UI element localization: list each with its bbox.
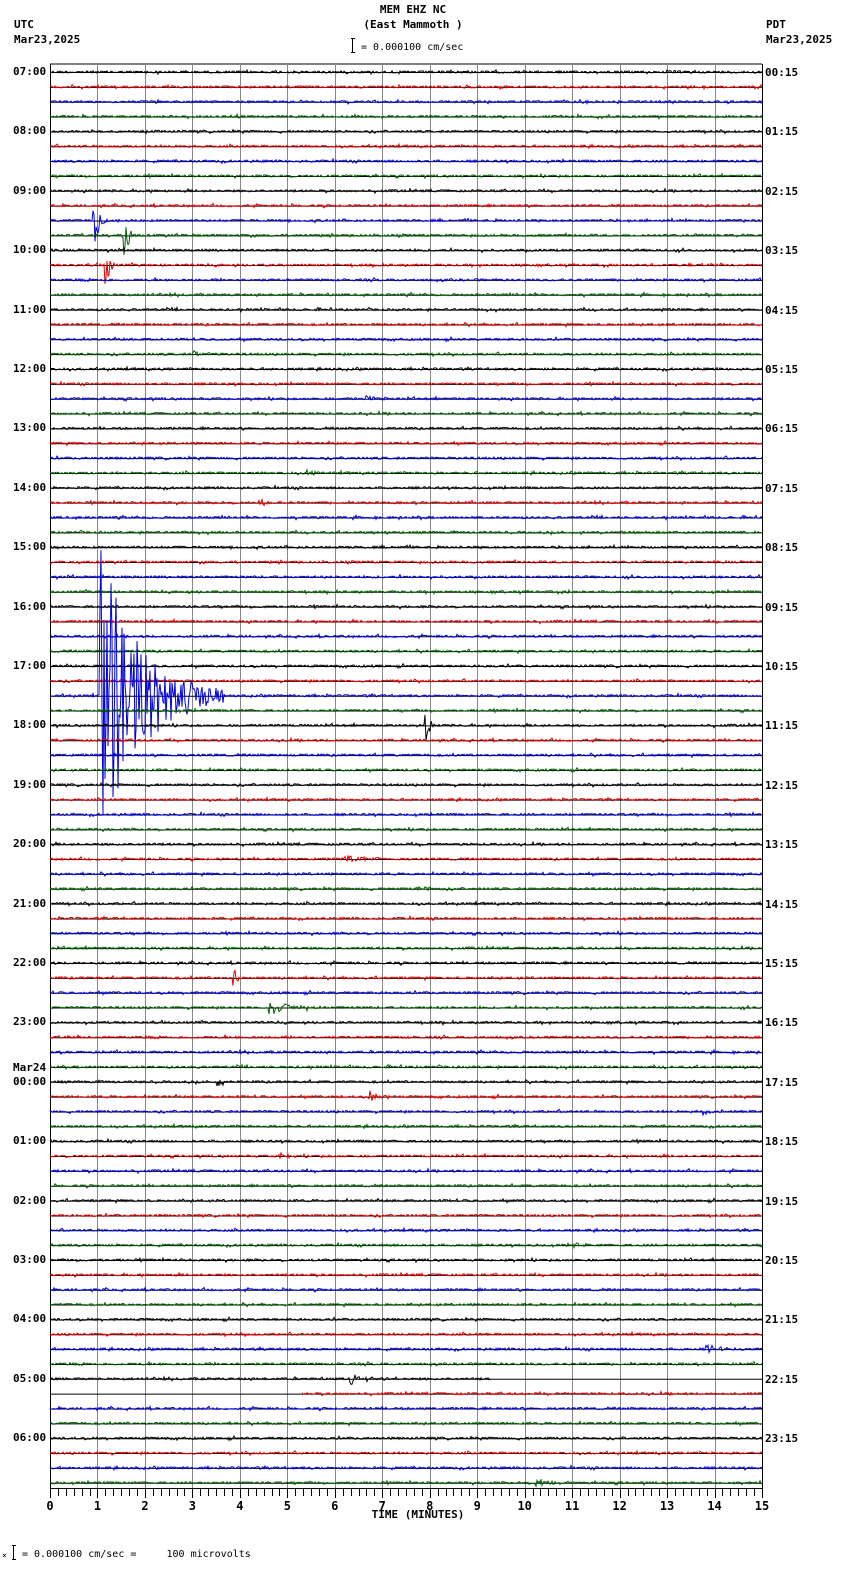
pdt-hour-label: 01:15 — [765, 125, 799, 139]
utc-date-label: Mar24 — [13, 1060, 47, 1074]
utc-hour-label: 20:00 — [13, 837, 47, 851]
station-location: (East Mammoth ) — [363, 18, 463, 31]
pdt-hour-label: 11:15 — [765, 719, 799, 733]
pdt-hour-label: 22:15 — [765, 1372, 799, 1386]
x-tick-label: 2 — [141, 1499, 148, 1513]
pdt-hour-label: 13:15 — [765, 838, 799, 852]
utc-hour-label: 09:00 — [13, 183, 47, 197]
pdt-hour-label: 06:15 — [765, 422, 799, 436]
pdt-hour-label: 12:15 — [765, 778, 799, 792]
x-tick-label: 0 — [46, 1499, 53, 1513]
utc-hour-label: 16:00 — [13, 599, 47, 613]
left-date: Mar23,2025 — [14, 33, 81, 46]
pdt-hour-label: 07:15 — [765, 481, 799, 495]
station-title: MEM EHZ NC — [379, 3, 447, 16]
pdt-hour-label: 23:15 — [765, 1432, 799, 1446]
utc-hour-label: 08:00 — [13, 124, 47, 138]
x-tick-label: 1 — [94, 1499, 101, 1513]
pdt-hour-label: 16:15 — [765, 1016, 799, 1030]
footer-scale-bar-icon — [12, 1545, 16, 1560]
x-tick-label: 13 — [660, 1499, 674, 1513]
pdt-hour-label: 03:15 — [765, 244, 799, 258]
left-timezone: UTC — [14, 18, 34, 31]
x-tick-label: 14 — [707, 1499, 721, 1513]
x-tick-label: 12 — [612, 1499, 626, 1513]
utc-hour-label: 19:00 — [13, 777, 47, 791]
x-tick-label: 10 — [517, 1499, 531, 1513]
utc-hour-label: 22:00 — [13, 956, 47, 969]
utc-hour-label: 07:00 — [13, 65, 47, 78]
pdt-hour-label: 00:15 — [765, 66, 799, 79]
scale-label: = 0.000100 cm/sec — [361, 42, 464, 53]
utc-hour-label: 06:00 — [13, 1431, 47, 1445]
pdt-hour-label: 05:15 — [765, 363, 799, 376]
pdt-hour-label: 10:15 — [765, 660, 799, 673]
utc-hour-label: 10:00 — [13, 243, 47, 257]
utc-hour-label: 00:00 — [13, 1074, 47, 1088]
x-tick-label: 11 — [565, 1499, 579, 1513]
x-tick-label: 9 — [474, 1499, 481, 1513]
pdt-hour-label: 09:15 — [765, 600, 799, 614]
pdt-hour-label: 04:15 — [765, 303, 799, 317]
utc-hour-label: 13:00 — [13, 421, 47, 435]
pdt-hour-label: 20:15 — [765, 1254, 799, 1267]
utc-hour-label: 18:00 — [13, 718, 47, 732]
x-tick-label: 5 — [284, 1499, 291, 1513]
x-tick-label: 15 — [755, 1499, 769, 1513]
x-tick-label: 8 — [426, 1499, 433, 1513]
utc-hour-label: 03:00 — [13, 1253, 47, 1266]
x-tick-label: 6 — [331, 1499, 338, 1513]
pdt-hour-label: 14:15 — [765, 897, 799, 911]
utc-hour-label: 23:00 — [13, 1015, 47, 1029]
x-axis-title: TIME (MINUTES) — [371, 1508, 465, 1521]
utc-hour-label: 05:00 — [13, 1371, 47, 1385]
scale-bar-icon — [351, 38, 355, 53]
footer-mark: × — [2, 1551, 7, 1560]
right-timezone: PDT — [766, 18, 786, 31]
x-tick-label: 4 — [236, 1499, 243, 1513]
pdt-hour-label: 08:15 — [765, 541, 799, 555]
utc-hour-label: 04:00 — [13, 1312, 47, 1326]
pdt-hour-label: 02:15 — [765, 184, 799, 198]
x-tick-label: 3 — [189, 1499, 196, 1513]
utc-hour-label: 01:00 — [13, 1134, 47, 1148]
utc-hour-label: 14:00 — [13, 480, 47, 494]
utc-hour-label: 12:00 — [13, 362, 47, 375]
pdt-hour-label: 15:15 — [765, 957, 799, 970]
utc-hour-label: 02:00 — [13, 1193, 47, 1207]
footer-scale-label: = 0.000100 cm/sec = 100 microvolts — [22, 1549, 251, 1560]
pdt-hour-label: 21:15 — [765, 1313, 799, 1327]
pdt-hour-label: 17:15 — [765, 1075, 799, 1089]
pdt-hour-label: 18:15 — [765, 1135, 799, 1149]
utc-hour-label: 11:00 — [13, 302, 47, 316]
x-tick-label: 7 — [379, 1499, 386, 1513]
utc-hour-label: 17:00 — [13, 659, 47, 672]
utc-hour-label: 21:00 — [13, 896, 47, 910]
pdt-hour-label: 19:15 — [765, 1194, 799, 1208]
right-date: Mar23,2025 — [766, 33, 833, 46]
utc-hour-label: 15:00 — [13, 540, 47, 554]
